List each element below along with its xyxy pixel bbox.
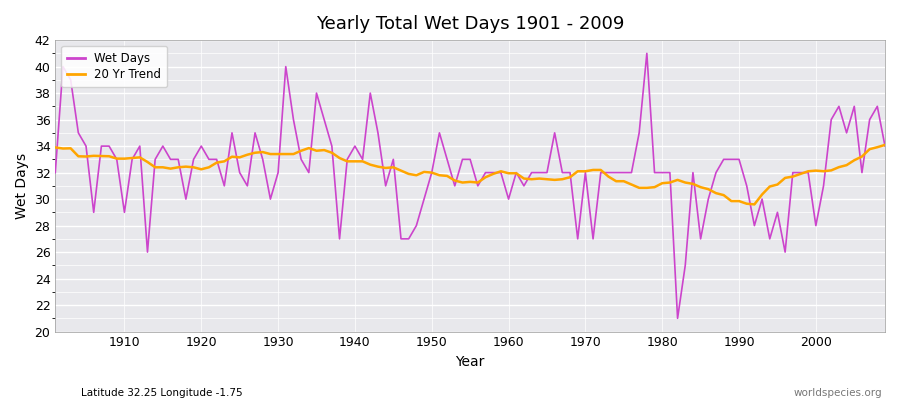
20 Yr Trend: [112, 156, 122, 161]
20 Yr Trend: [503, 171, 514, 176]
Wet Days: [503, 197, 514, 202]
Legend: Wet Days, 20 Yr Trend: Wet Days, 20 Yr Trend: [61, 46, 167, 87]
Wet Days: [879, 144, 890, 148]
Line: Wet Days: Wet Days: [55, 53, 885, 318]
Wet Days: [595, 170, 606, 175]
Text: worldspecies.org: worldspecies.org: [794, 388, 882, 398]
Wet Days: [642, 51, 652, 56]
Wet Days: [50, 170, 60, 175]
Title: Yearly Total Wet Days 1901 - 2009: Yearly Total Wet Days 1901 - 2009: [316, 15, 625, 33]
20 Yr Trend: [281, 152, 292, 156]
20 Yr Trend: [50, 145, 60, 150]
Wet Days: [327, 144, 338, 148]
20 Yr Trend: [496, 169, 507, 174]
X-axis label: Year: Year: [455, 355, 485, 369]
Line: 20 Yr Trend: 20 Yr Trend: [55, 145, 885, 204]
20 Yr Trend: [749, 202, 760, 207]
20 Yr Trend: [327, 150, 338, 155]
Y-axis label: Wet Days: Wet Days: [15, 153, 29, 219]
Wet Days: [672, 316, 683, 321]
Text: Latitude 32.25 Longitude -1.75: Latitude 32.25 Longitude -1.75: [81, 388, 243, 398]
20 Yr Trend: [595, 168, 606, 172]
Wet Days: [496, 170, 507, 175]
Wet Days: [112, 157, 122, 162]
Wet Days: [281, 64, 292, 69]
20 Yr Trend: [879, 142, 890, 147]
